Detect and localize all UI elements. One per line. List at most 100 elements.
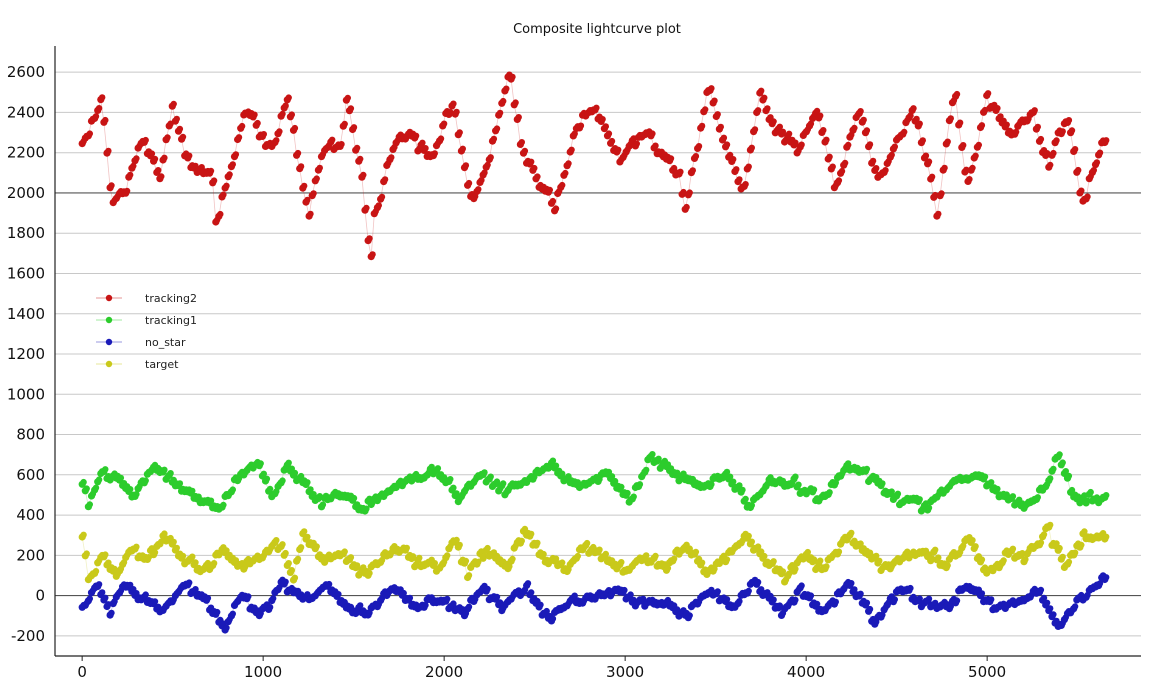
legend-item-no_star: no_star: [96, 336, 186, 349]
data-point-tracking2: [478, 177, 485, 184]
data-point-tracking2: [158, 173, 165, 180]
data-point-tracking2: [922, 152, 930, 159]
data-point-tracking2: [313, 175, 320, 182]
data-point-target: [279, 541, 286, 548]
data-point-tracking2: [350, 124, 358, 131]
data-point-tracking2: [935, 210, 942, 218]
data-point-tracking2: [860, 116, 867, 124]
data-point-tracking2: [571, 130, 578, 137]
data-point-tracking1: [888, 488, 895, 495]
data-point-tracking1: [80, 478, 87, 486]
data-point-target: [552, 555, 560, 562]
data-point-no_star: [102, 594, 109, 601]
data-point-tracking2: [549, 197, 557, 205]
data-point-no_star: [639, 595, 647, 602]
data-point-tracking2: [151, 155, 159, 163]
data-point-tracking1: [630, 493, 637, 500]
data-point-no_star: [851, 586, 858, 593]
data-point-target: [528, 530, 535, 538]
data-point-tracking1: [86, 501, 94, 508]
data-point-tracking1: [674, 469, 681, 476]
data-point-tracking2: [841, 159, 849, 167]
data-point-tracking1: [708, 481, 715, 488]
data-point-target: [692, 548, 700, 556]
data-point-tracking1: [894, 490, 902, 497]
data-point-tracking2: [412, 132, 420, 139]
y-tick-label: 200: [16, 546, 45, 564]
data-point-tracking2: [102, 116, 109, 124]
data-point-tracking2: [692, 153, 700, 160]
data-point-tracking2: [711, 97, 718, 104]
data-point-tracking2: [807, 120, 815, 127]
data-point-tracking2: [310, 190, 317, 197]
data-point-target: [133, 543, 140, 550]
data-point-tracking1: [552, 462, 560, 469]
data-point-tracking2: [776, 123, 783, 130]
data-point-tracking2: [751, 126, 759, 133]
data-point-no_star: [627, 591, 634, 598]
data-point-target: [1022, 556, 1029, 563]
data-point-tracking1: [1062, 468, 1070, 475]
data-point-tracking1: [133, 491, 140, 498]
data-point-tracking2: [1075, 166, 1082, 174]
data-point-no_star: [813, 600, 821, 608]
data-point-tracking2: [1053, 137, 1060, 144]
data-point-tracking2: [347, 105, 355, 112]
data-point-no_star: [1043, 599, 1051, 606]
data-point-target: [297, 544, 305, 551]
data-point-tracking1: [279, 477, 286, 484]
data-point-tracking2: [1078, 187, 1085, 194]
data-point-target: [848, 529, 855, 537]
data-point-tracking2: [857, 108, 864, 115]
data-point-tracking2: [1031, 107, 1038, 114]
data-point-no_star: [571, 592, 578, 599]
data-point-tracking2: [730, 156, 737, 163]
data-point-no_star: [450, 600, 457, 607]
data-point-tracking2: [279, 110, 286, 118]
data-point-target: [475, 558, 482, 566]
data-point-no_star: [1050, 611, 1057, 618]
data-point-tracking1: [624, 489, 631, 497]
data-point-tracking1: [102, 466, 109, 473]
data-point-target: [574, 552, 581, 560]
data-point-no_star: [400, 589, 407, 597]
data-point-tracking1: [291, 469, 299, 477]
data-point-tracking1: [1103, 492, 1110, 499]
data-point-no_star: [192, 586, 199, 593]
data-point-no_star: [947, 603, 954, 610]
data-point-tracking1: [500, 480, 507, 487]
data-point-target: [540, 550, 547, 558]
data-point-tracking2: [223, 182, 230, 189]
data-point-tracking1: [447, 476, 454, 483]
data-point-tracking1: [988, 479, 995, 486]
data-point-target: [291, 574, 299, 581]
data-point-no_star: [229, 610, 236, 617]
data-point-target: [643, 552, 650, 559]
data-point-tracking1: [1034, 494, 1042, 501]
data-point-tracking2: [683, 203, 690, 211]
data-point-tracking2: [341, 120, 348, 128]
data-point-tracking2: [232, 151, 240, 158]
data-point-no_star: [282, 578, 289, 585]
data-point-target: [92, 568, 100, 575]
data-point-tracking2: [910, 105, 917, 112]
data-point-tracking2: [155, 167, 162, 174]
data-point-tracking1: [618, 483, 625, 491]
data-point-tracking2: [792, 139, 799, 146]
data-point-tracking1: [260, 470, 267, 477]
data-point-tracking2: [1037, 135, 1045, 143]
data-point-target: [1040, 531, 1048, 538]
data-point-tracking2: [577, 122, 585, 129]
data-point-no_star: [108, 609, 115, 617]
data-point-tracking2: [161, 154, 168, 161]
data-point-no_star: [988, 596, 995, 603]
data-point-tracking2: [686, 189, 693, 196]
data-point-tracking2: [363, 204, 370, 212]
data-point-target: [301, 528, 308, 535]
data-point-target: [1103, 533, 1110, 540]
data-point-no_star: [270, 595, 277, 602]
data-point-no_star: [99, 589, 106, 596]
data-point-tracking1: [1047, 475, 1054, 482]
data-point-tracking2: [294, 149, 302, 157]
data-point-target: [857, 540, 864, 547]
